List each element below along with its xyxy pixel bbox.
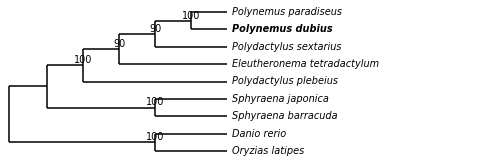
Text: 100: 100: [146, 97, 165, 107]
Text: Danio rerio: Danio rerio: [232, 128, 286, 139]
Text: Polydactylus plebeius: Polydactylus plebeius: [232, 76, 338, 87]
Text: Sphyraena japonica: Sphyraena japonica: [232, 94, 329, 104]
Text: Polynemus dubius: Polynemus dubius: [232, 24, 332, 35]
Text: Eleutheronema tetradactylum: Eleutheronema tetradactylum: [232, 59, 379, 69]
Text: 100: 100: [146, 132, 165, 142]
Text: 100: 100: [182, 11, 200, 21]
Text: 90: 90: [113, 39, 126, 49]
Text: Oryzias latipes: Oryzias latipes: [232, 146, 304, 156]
Text: 100: 100: [74, 55, 92, 65]
Text: Polynemus paradiseus: Polynemus paradiseus: [232, 7, 342, 17]
Text: 90: 90: [150, 24, 162, 34]
Text: Polydactylus sextarius: Polydactylus sextarius: [232, 42, 342, 52]
Text: Sphyraena barracuda: Sphyraena barracuda: [232, 111, 338, 121]
